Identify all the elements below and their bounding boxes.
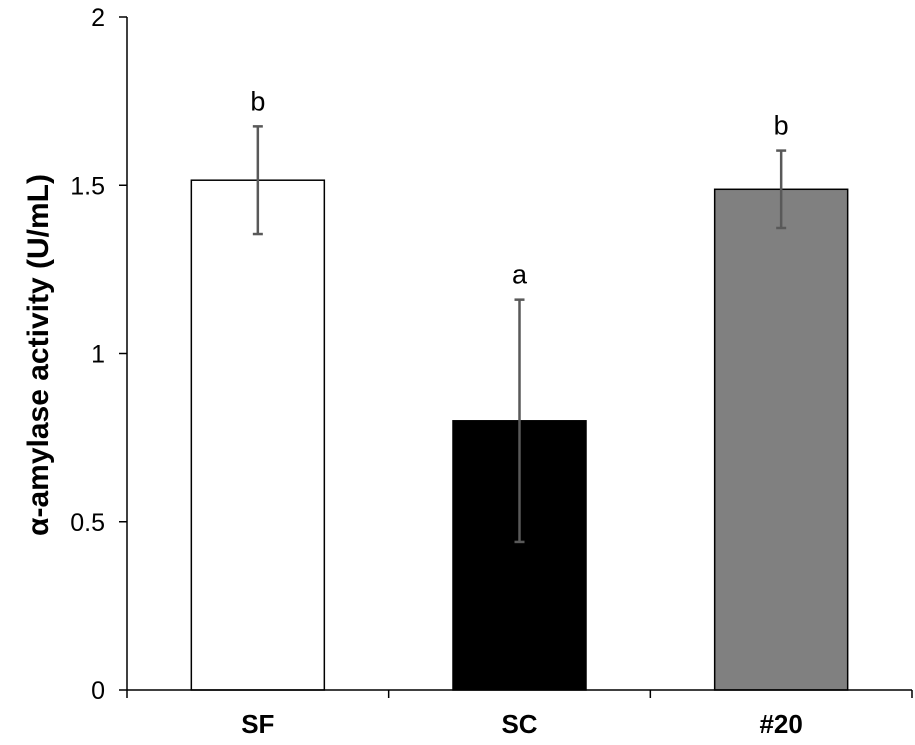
error-bars xyxy=(252,125,787,544)
bars xyxy=(190,179,849,691)
y-tick-label: 0.5 xyxy=(70,509,105,537)
y-tick-label: 2 xyxy=(91,4,105,32)
significance-label: b xyxy=(774,111,789,141)
x-category-label: SC xyxy=(501,709,537,739)
significance-label: a xyxy=(512,260,528,290)
y-tick-label: 1.5 xyxy=(70,172,105,200)
x-axis-categories: SF SC #20 xyxy=(126,690,913,739)
y-tick-label: 0 xyxy=(91,677,105,705)
bar-sf xyxy=(190,179,326,691)
x-category-label: SF xyxy=(241,709,274,739)
y-axis-ticks: 0 0.5 1 1.5 2 xyxy=(70,4,127,705)
significance-labels: b a b xyxy=(250,86,788,289)
y-axis-title: α-amylase activity (U/mL) xyxy=(22,174,55,536)
y-tick-label: 1 xyxy=(91,341,105,369)
x-category-label: #20 xyxy=(759,709,802,739)
bar-n20 xyxy=(713,188,849,691)
significance-label: b xyxy=(250,86,265,116)
